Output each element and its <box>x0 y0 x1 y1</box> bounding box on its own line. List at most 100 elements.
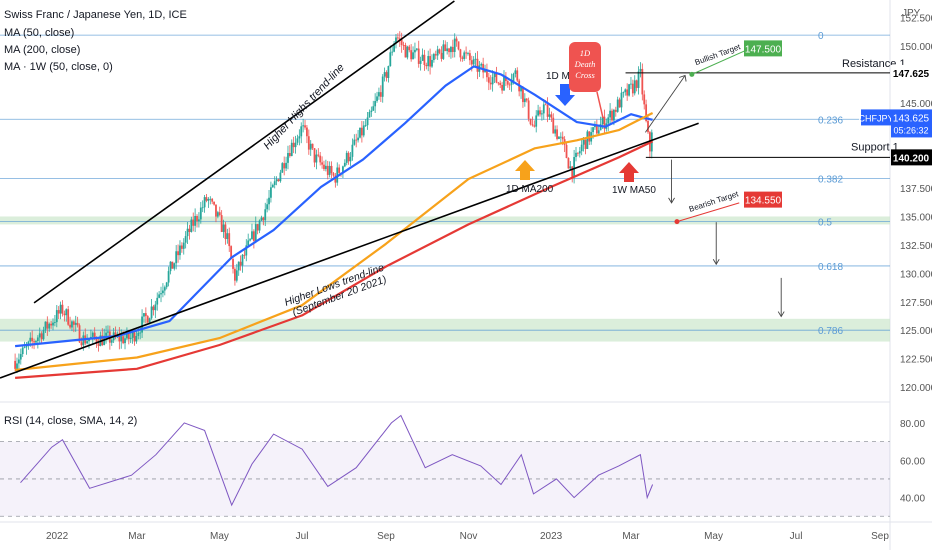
y-tick-label: 135.000 <box>900 212 932 223</box>
ma1w-legend[interactable]: MA · 1W (50, close, 0) <box>4 61 113 73</box>
candle-body <box>251 231 253 240</box>
candle-body <box>294 142 297 148</box>
candle-body <box>150 306 153 319</box>
candle-body <box>537 110 540 116</box>
candle-body <box>152 306 155 311</box>
candle-body <box>319 155 322 163</box>
candle-body <box>126 331 128 339</box>
ma50-annotation: 1D MA50 <box>546 71 588 82</box>
candle-body <box>393 43 395 52</box>
ma50-line <box>14 65 653 348</box>
candle-body <box>18 359 20 364</box>
candle-body <box>353 139 356 145</box>
candle-body <box>323 164 325 170</box>
death-cross-label: Cross <box>575 70 595 80</box>
higher-lows-trendline <box>0 122 699 379</box>
candle-body <box>171 261 174 269</box>
candle-body <box>194 215 197 226</box>
fib-level-label: 0.618 <box>818 262 843 273</box>
candle-body <box>249 239 251 241</box>
candle-body <box>321 162 323 165</box>
candle-body <box>376 96 378 102</box>
candle-body <box>582 139 585 145</box>
candle-body <box>510 81 513 85</box>
candle-body <box>539 110 541 115</box>
ma200-up-arrow <box>515 160 535 180</box>
ma1w-annotation: 1W MA50 <box>612 185 656 196</box>
ma50-legend[interactable]: MA (50, close) <box>4 27 75 39</box>
candle-body <box>177 251 179 256</box>
ma200-legend[interactable]: MA (200, close) <box>4 44 81 56</box>
candle-body <box>578 151 581 154</box>
death-cross-pointer <box>596 91 604 119</box>
candle-body <box>364 125 367 127</box>
candle-body <box>575 152 577 158</box>
bearish-arrow-head <box>668 197 675 204</box>
candle-body <box>196 215 198 222</box>
candle-body <box>59 304 62 314</box>
y-tick-label: 130.000 <box>900 269 932 280</box>
bullish-projection-arrow <box>645 75 686 133</box>
fib-level-label: 0 <box>818 31 824 42</box>
candle-body <box>467 53 469 54</box>
candle-body <box>216 212 219 217</box>
candle-body <box>273 181 276 185</box>
rsi-legend[interactable]: RSI (14, close, SMA, 14, 2) <box>4 415 138 427</box>
candle-body <box>414 49 416 53</box>
candle-body <box>80 342 83 346</box>
candle-body <box>95 337 98 344</box>
candle-body <box>609 110 612 118</box>
candle-body <box>127 331 130 340</box>
candle-body <box>558 136 560 139</box>
candle-body <box>626 89 629 96</box>
candle-body <box>313 148 316 163</box>
candle-body <box>628 84 630 96</box>
candle-body <box>573 157 576 177</box>
candle-body <box>124 338 126 344</box>
candle-body <box>357 137 359 141</box>
y-tick-label: 132.500 <box>900 241 932 252</box>
candle-body <box>561 136 564 140</box>
candle-body <box>230 246 233 260</box>
candle-body <box>148 318 151 323</box>
candle-body <box>419 60 422 64</box>
candle-body <box>342 166 344 173</box>
candle-body <box>182 242 185 249</box>
candle-body <box>438 49 441 53</box>
candle-body <box>328 165 331 175</box>
candle-body <box>57 310 60 314</box>
candle-body <box>110 340 113 343</box>
candle-body <box>141 316 143 333</box>
candle-body <box>601 116 604 125</box>
candle-body <box>277 179 280 182</box>
candle-body <box>91 332 94 337</box>
x-tick-label: May <box>704 531 723 542</box>
candle-body <box>63 313 66 316</box>
fib-level-label: 0.382 <box>818 174 843 185</box>
candle-body <box>40 333 43 340</box>
candle-body <box>370 110 373 112</box>
candle-body <box>402 44 405 46</box>
x-tick-label: 2023 <box>540 531 563 542</box>
candle-body <box>395 37 397 44</box>
candle-body <box>29 337 32 342</box>
candle-body <box>398 38 401 40</box>
candle-body <box>633 80 636 94</box>
candle-body <box>506 81 509 85</box>
candle-body <box>326 165 329 175</box>
candle-body <box>268 197 270 205</box>
candle-body <box>311 143 314 149</box>
candle-body <box>529 118 532 125</box>
candle-body <box>556 129 558 139</box>
candle-body <box>179 245 181 256</box>
candle-body <box>252 231 255 241</box>
candle-body <box>571 166 574 177</box>
candle-body <box>504 76 507 82</box>
candle-body <box>618 99 621 108</box>
candle-body <box>97 343 100 347</box>
candle-body <box>173 263 176 269</box>
candle-body <box>453 38 456 52</box>
candle-body <box>188 228 191 232</box>
rsi-band <box>0 441 890 517</box>
